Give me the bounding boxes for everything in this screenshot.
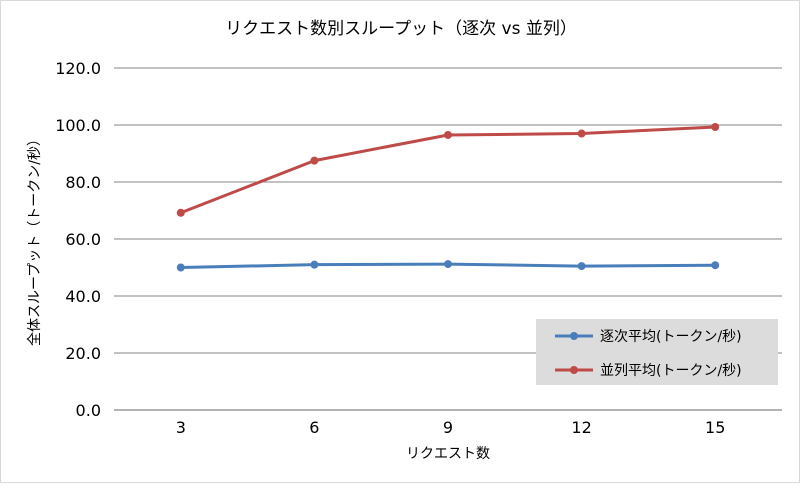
data-point bbox=[711, 122, 720, 131]
data-point bbox=[176, 208, 185, 217]
y-tick-label: 20.0 bbox=[65, 344, 101, 363]
series-1 bbox=[176, 260, 720, 272]
data-point bbox=[176, 263, 185, 272]
data-point bbox=[444, 260, 452, 269]
series-line bbox=[179, 125, 717, 215]
data-point bbox=[310, 260, 319, 269]
legend-label: 逐次平均(トークン/秒) bbox=[600, 329, 742, 345]
y-tick-label: 80.0 bbox=[65, 173, 101, 192]
y-tick-label: 120.0 bbox=[55, 59, 101, 78]
y-tick-label: 100.0 bbox=[55, 116, 101, 135]
series-2 bbox=[176, 122, 720, 217]
x-tick-label: 6 bbox=[309, 418, 319, 437]
y-tick-label: 0.0 bbox=[76, 401, 101, 420]
x-axis-ticks: 3 6 9 12 15 bbox=[176, 418, 726, 437]
legend-box bbox=[536, 319, 778, 385]
legend-marker bbox=[570, 366, 578, 374]
series bbox=[176, 122, 720, 272]
legend-label: 並列平均(トークン/秒) bbox=[600, 363, 742, 379]
y-tick-label: 60.0 bbox=[65, 230, 101, 249]
x-tick-label: 3 bbox=[176, 418, 186, 437]
x-tick-label: 9 bbox=[443, 418, 453, 437]
y-tick-label: 40.0 bbox=[65, 287, 101, 306]
legend-marker bbox=[570, 332, 578, 340]
chart-title: リクエスト数別スループット（逐次 vs 並列） bbox=[225, 19, 577, 39]
data-point bbox=[310, 156, 319, 165]
y-axis-label: 全体スループット（トークン/秒） bbox=[26, 132, 43, 346]
data-point bbox=[577, 262, 586, 271]
data-point bbox=[711, 261, 720, 270]
x-axis-label: リクエスト数 bbox=[406, 446, 490, 462]
data-point bbox=[444, 130, 452, 139]
x-tick-label: 12 bbox=[571, 418, 591, 437]
legend: 逐次平均(トークン/秒) 並列平均(トークン/秒) bbox=[536, 319, 778, 385]
x-tick-label: 15 bbox=[705, 418, 725, 437]
grid bbox=[114, 67, 782, 354]
y-axis-ticks: 0.0 20.0 40.0 60.0 80.0 100.0 120.0 bbox=[55, 59, 101, 420]
data-point bbox=[577, 129, 586, 138]
